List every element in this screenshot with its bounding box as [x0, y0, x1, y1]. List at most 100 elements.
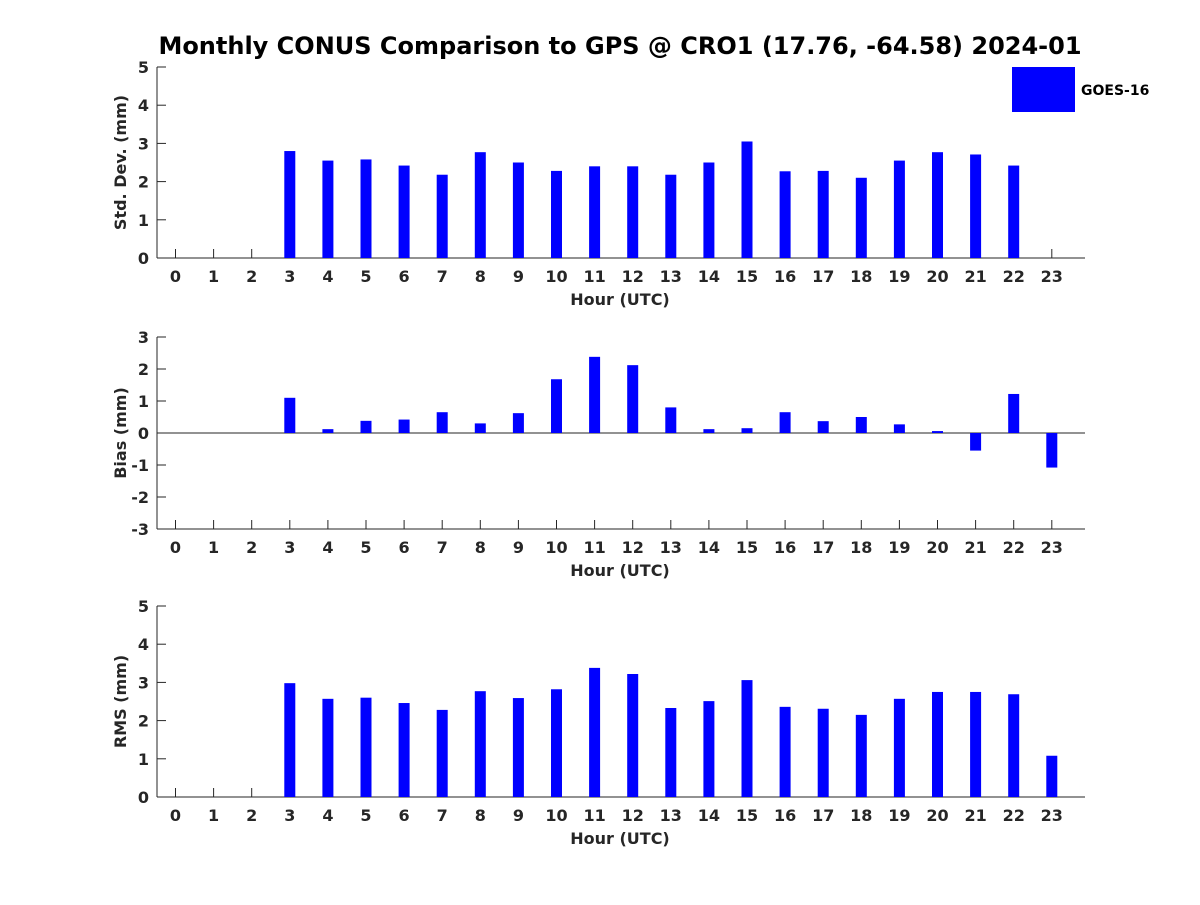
x-tick-label: 9 — [513, 806, 524, 825]
bar-rms-hour-15 — [741, 680, 753, 797]
y-tick-label: 2 — [138, 712, 149, 731]
bar-bias-hour-7 — [436, 412, 448, 433]
bar-rms-hour-3 — [284, 683, 296, 797]
y-tick-label: 0 — [138, 424, 149, 443]
x-tick-label: 4 — [322, 538, 333, 557]
x-tick-label: 8 — [475, 267, 486, 286]
bar-bias-hour-16 — [779, 412, 791, 433]
bar-rms-hour-18 — [855, 714, 867, 797]
x-tick-label: 3 — [284, 806, 295, 825]
y-tick-label: -1 — [131, 456, 149, 475]
y-tick-label: 5 — [138, 58, 149, 77]
x-tick-label: 17 — [812, 806, 834, 825]
bar-rms-hour-11 — [589, 667, 601, 797]
y-axis-label: RMS (mm) — [111, 655, 130, 748]
x-tick-label: 18 — [850, 267, 872, 286]
bar-bias-hour-18 — [855, 417, 867, 433]
bar-rms-hour-16 — [779, 706, 791, 797]
x-tick-label: 13 — [660, 267, 682, 286]
bar-rms-hour-8 — [474, 691, 486, 797]
x-axis-label: Hour (UTC) — [570, 561, 670, 580]
x-tick-label: 2 — [246, 538, 257, 557]
y-tick-label: 5 — [138, 597, 149, 616]
bar-bias-hour-15 — [741, 428, 753, 433]
bar-std-dev-hour-3 — [284, 151, 296, 258]
x-tick-label: 16 — [774, 538, 796, 557]
bar-std-dev-hour-15 — [741, 141, 753, 258]
bar-std-dev-hour-9 — [512, 162, 524, 258]
x-tick-label: 19 — [888, 538, 910, 557]
x-tick-label: 11 — [583, 267, 605, 286]
x-tick-label: 20 — [926, 538, 948, 557]
bar-std-dev-hour-20 — [932, 152, 943, 258]
x-tick-label: 22 — [1003, 806, 1025, 825]
bar-bias-hour-10 — [551, 379, 562, 433]
bar-std-dev-hour-14 — [703, 162, 715, 258]
bar-bias-hour-12 — [627, 365, 639, 433]
x-tick-label: 17 — [812, 267, 834, 286]
bar-std-dev-hour-6 — [398, 165, 410, 258]
x-tick-label: 23 — [1041, 806, 1063, 825]
bar-std-dev-hour-18 — [855, 177, 867, 258]
y-tick-label: 0 — [138, 788, 149, 807]
x-tick-label: 16 — [774, 806, 796, 825]
bar-rms-hour-20 — [932, 691, 943, 797]
x-tick-label: 14 — [698, 267, 720, 286]
x-tick-label: 6 — [399, 538, 410, 557]
x-tick-label: 15 — [736, 538, 758, 557]
y-tick-label: 1 — [138, 392, 149, 411]
bar-std-dev-hour-11 — [589, 166, 601, 258]
x-tick-label: 21 — [964, 538, 986, 557]
bar-bias-hour-19 — [893, 424, 905, 433]
bar-std-dev-hour-22 — [1008, 165, 1020, 258]
x-tick-label: 1 — [208, 267, 219, 286]
bar-bias-hour-3 — [284, 397, 296, 433]
x-tick-label: 0 — [170, 538, 181, 557]
bar-rms-hour-6 — [398, 703, 410, 797]
bar-std-dev-hour-5 — [360, 159, 372, 258]
bar-rms-hour-10 — [551, 689, 562, 797]
bar-std-dev-hour-19 — [893, 160, 905, 258]
legend-swatch — [1012, 67, 1075, 112]
y-tick-label: 3 — [138, 673, 149, 692]
x-tick-label: 8 — [475, 806, 486, 825]
y-tick-label: 3 — [138, 134, 149, 153]
x-tick-label: 2 — [246, 806, 257, 825]
bar-std-dev-hour-13 — [665, 174, 677, 258]
x-tick-label: 12 — [622, 538, 644, 557]
bar-rms-hour-4 — [322, 698, 334, 797]
bar-rms-hour-19 — [893, 698, 905, 797]
y-tick-label: 2 — [138, 360, 149, 379]
x-tick-label: 7 — [437, 538, 448, 557]
x-tick-label: 10 — [545, 538, 567, 557]
y-axis-label: Bias (mm) — [111, 387, 130, 479]
bar-std-dev-hour-8 — [474, 152, 486, 258]
bar-bias-hour-9 — [512, 413, 524, 433]
x-tick-label: 9 — [513, 538, 524, 557]
x-tick-label: 7 — [437, 806, 448, 825]
x-tick-label: 11 — [583, 806, 605, 825]
x-tick-label: 5 — [360, 538, 371, 557]
x-tick-label: 22 — [1003, 267, 1025, 286]
x-tick-label: 18 — [850, 806, 872, 825]
bar-rms-hour-12 — [627, 673, 639, 797]
bar-std-dev-hour-4 — [322, 160, 334, 258]
bar-rms-hour-13 — [665, 707, 677, 797]
x-tick-label: 4 — [322, 267, 333, 286]
bar-bias-hour-4 — [322, 429, 334, 433]
x-tick-label: 13 — [660, 538, 682, 557]
y-tick-label: -3 — [131, 520, 149, 539]
bar-std-dev-hour-21 — [970, 154, 982, 258]
x-tick-label: 8 — [475, 538, 486, 557]
bar-std-dev-hour-16 — [779, 171, 791, 258]
x-tick-label: 20 — [926, 267, 948, 286]
x-tick-label: 7 — [437, 267, 448, 286]
x-tick-label: 18 — [850, 538, 872, 557]
x-tick-label: 10 — [545, 806, 567, 825]
bar-rms-hour-22 — [1008, 694, 1020, 797]
x-tick-label: 12 — [622, 267, 644, 286]
